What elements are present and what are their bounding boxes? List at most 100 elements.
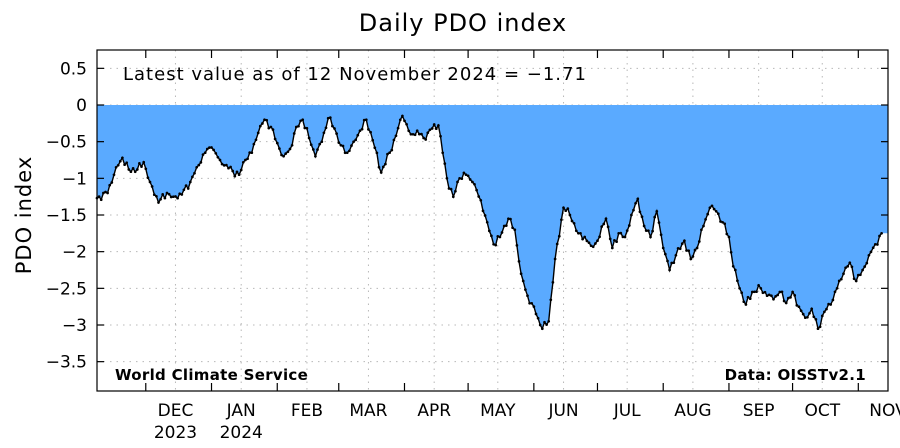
data-point xyxy=(504,224,508,227)
data-point xyxy=(231,169,235,173)
data-point xyxy=(547,319,551,323)
data-point xyxy=(606,225,610,229)
data-point xyxy=(354,138,358,142)
data-point xyxy=(850,265,854,269)
data-point xyxy=(144,167,148,171)
data-point xyxy=(439,134,442,138)
data-point xyxy=(261,122,264,125)
data-point xyxy=(244,158,247,162)
data-point xyxy=(286,150,290,154)
data-point xyxy=(475,188,478,192)
data-point xyxy=(591,245,595,249)
data-point xyxy=(507,217,510,221)
data-point xyxy=(133,170,137,174)
data-point xyxy=(292,132,296,135)
y-axis-ticks: 0.5 0 −0.5 −1 −1.5 −2 −2.5 −3 −3.5 xyxy=(46,59,888,373)
data-point xyxy=(362,118,366,122)
data-point xyxy=(178,192,182,196)
data-point xyxy=(290,143,294,147)
data-point xyxy=(237,173,241,177)
data-point xyxy=(797,305,801,309)
data-point xyxy=(693,248,697,252)
data-point xyxy=(271,128,275,131)
data-point xyxy=(560,218,563,222)
x-month-label: OCT xyxy=(804,401,840,421)
data-point xyxy=(324,126,328,130)
data-point xyxy=(574,229,578,233)
data-point xyxy=(445,176,449,180)
data-point xyxy=(869,250,873,254)
data-point xyxy=(462,171,466,175)
data-point xyxy=(515,244,519,247)
data-point xyxy=(757,283,760,287)
data-point xyxy=(744,303,748,306)
data-point xyxy=(818,325,822,329)
data-point xyxy=(572,221,576,225)
data-point xyxy=(816,327,820,331)
data-point xyxy=(466,174,470,178)
data-point xyxy=(521,279,525,283)
data-point xyxy=(786,296,790,300)
data-point xyxy=(294,125,298,129)
data-point xyxy=(509,217,512,221)
data-point xyxy=(778,290,782,294)
data-point xyxy=(263,118,266,122)
data-point xyxy=(473,182,476,186)
data-point xyxy=(331,124,334,128)
data-point xyxy=(719,220,722,223)
data-point xyxy=(534,312,538,316)
data-point xyxy=(714,209,718,213)
data-point xyxy=(566,207,570,210)
data-point xyxy=(623,235,627,239)
data-point xyxy=(833,290,837,294)
data-point xyxy=(210,146,213,149)
data-point xyxy=(657,221,661,224)
data-point xyxy=(549,298,553,302)
data-point xyxy=(721,220,724,224)
data-point xyxy=(352,140,355,144)
data-point xyxy=(780,290,784,294)
data-point xyxy=(341,144,345,148)
data-point xyxy=(252,142,256,146)
y-axis-label: PDO index xyxy=(12,156,36,275)
data-point xyxy=(555,242,559,246)
data-point xyxy=(369,130,372,134)
data-point xyxy=(265,118,269,122)
data-point xyxy=(267,126,271,130)
data-point xyxy=(767,293,771,297)
data-point xyxy=(208,146,211,149)
x-month-label: MAY xyxy=(480,401,516,421)
x-year-label: 2023 xyxy=(154,423,197,443)
data-point xyxy=(502,224,506,228)
data-point xyxy=(513,228,517,232)
data-point xyxy=(152,193,156,197)
data-point xyxy=(121,156,124,160)
data-point xyxy=(479,198,483,202)
data-point xyxy=(199,161,203,164)
data-point xyxy=(299,119,302,123)
data-point xyxy=(169,195,173,199)
data-point xyxy=(297,124,300,128)
data-point xyxy=(827,302,830,306)
data-point xyxy=(155,194,158,198)
data-point xyxy=(859,273,862,277)
data-point xyxy=(241,160,245,164)
data-point xyxy=(738,286,741,290)
data-point xyxy=(171,195,175,199)
data-point xyxy=(203,151,207,155)
data-point xyxy=(131,167,135,170)
data-point xyxy=(873,242,877,246)
data-point xyxy=(437,124,440,127)
data-point xyxy=(526,294,529,298)
x-month-label: AUG xyxy=(674,401,711,421)
data-point xyxy=(784,301,788,305)
data-point xyxy=(165,191,169,195)
data-point xyxy=(407,129,411,133)
data-point xyxy=(820,314,824,318)
data-point xyxy=(390,148,394,152)
data-point xyxy=(379,171,383,174)
data-point xyxy=(193,171,196,175)
data-point xyxy=(742,300,746,304)
data-point xyxy=(867,253,871,257)
